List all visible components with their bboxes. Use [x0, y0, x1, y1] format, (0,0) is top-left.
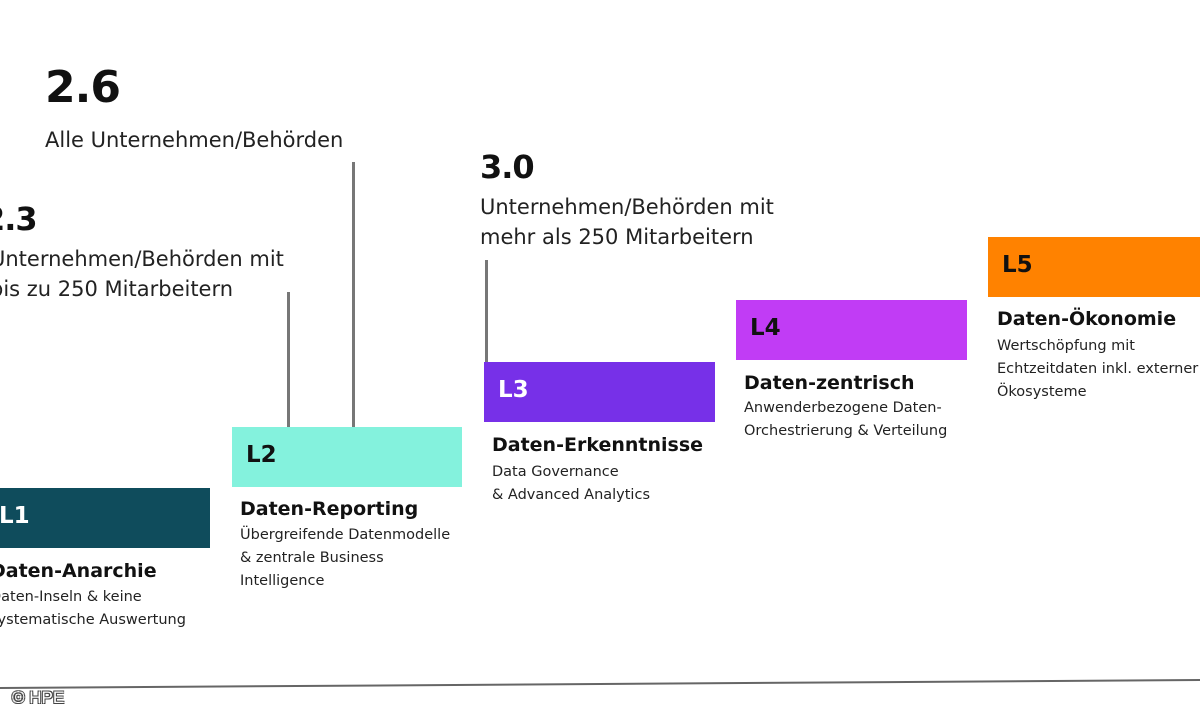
- level-box-l1: L1: [0, 488, 210, 548]
- level-title-l1: Daten-Anarchie: [0, 560, 157, 582]
- level-title-l4: Daten-zentrisch: [744, 372, 915, 394]
- level-desc-l5: Wertschöpfung mit Echtzeitdaten inkl. ex…: [997, 335, 1200, 404]
- level-desc-line: Orchestrierung & Verteilung: [744, 423, 948, 439]
- annotation-caption-small: Unternehmen/Behörden mit bis zu 250 Mita…: [0, 244, 284, 304]
- level-code: L1: [0, 503, 30, 529]
- level-desc-line: Wertschöpfung mit: [997, 338, 1135, 354]
- level-box-l2: L2: [232, 427, 462, 487]
- level-code: L3: [498, 377, 529, 403]
- level-title-l2: Daten-Reporting: [240, 498, 419, 520]
- level-code: L4: [750, 315, 781, 341]
- level-desc-l2: Übergreifende Datenmodelle & zentrale Bu…: [240, 524, 450, 593]
- level-box-l4: L4: [736, 300, 967, 360]
- connector-line-small: [287, 292, 290, 428]
- level-desc-l3: Data Governance & Advanced Analytics: [492, 461, 650, 507]
- annotation-caption-line: mehr als 250 Mitarbeitern: [480, 225, 754, 249]
- annotation-caption-line: Unternehmen/Behörden mit: [480, 195, 774, 219]
- level-desc-line: & zentrale Business: [240, 550, 384, 566]
- level-title-l5: Daten-Ökonomie: [997, 308, 1177, 330]
- level-desc-line: Daten-Inseln & keine: [0, 589, 142, 605]
- level-desc-line: systematische Auswertung: [0, 612, 186, 628]
- level-title-l3: Daten-Erkenntnisse: [492, 434, 704, 456]
- annotation-caption-line: bis zu 250 Mitarbeitern: [0, 277, 234, 301]
- connector-line-large: [485, 260, 488, 364]
- image-credit: © HPE: [12, 688, 65, 707]
- annotation-caption-large: Unternehmen/Behörden mit mehr als 250 Mi…: [480, 192, 774, 252]
- annotation-caption-line: Unternehmen/Behörden mit: [0, 247, 284, 271]
- level-desc-line: Ökosysteme: [997, 384, 1087, 400]
- baseline-line: [0, 679, 1200, 689]
- level-desc-line: Data Governance: [492, 464, 619, 480]
- level-code: L5: [1002, 252, 1033, 278]
- level-desc-l4: Anwenderbezogene Daten- Orchestrierung &…: [744, 397, 947, 443]
- level-desc-line: Echtzeitdaten inkl. externer: [997, 361, 1199, 377]
- level-desc-line: & Advanced Analytics: [492, 487, 650, 503]
- level-box-l3: L3: [484, 362, 715, 422]
- annotation-caption-all: Alle Unternehmen/Behörden: [45, 125, 343, 155]
- annotation-value-small: 2.3: [0, 200, 38, 238]
- level-desc-line: Intelligence: [240, 573, 325, 589]
- annotation-value-all: 2.6: [45, 62, 121, 113]
- level-desc-l1: Daten-Inseln & keine systematische Auswe…: [0, 586, 186, 632]
- annotation-value-large: 3.0: [480, 148, 535, 186]
- connector-line-all: [352, 162, 355, 428]
- annotation-caption-line: Alle Unternehmen/Behörden: [45, 128, 344, 152]
- level-box-l5: L5: [988, 237, 1200, 297]
- level-code: L2: [246, 442, 277, 468]
- level-desc-line: Übergreifende Datenmodelle: [240, 527, 451, 543]
- level-desc-line: Anwenderbezogene Daten-: [744, 400, 942, 416]
